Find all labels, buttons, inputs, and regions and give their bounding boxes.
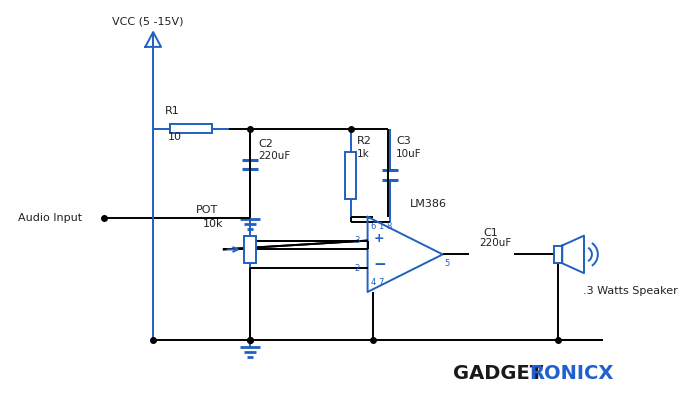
Text: 10k: 10k bbox=[202, 219, 223, 229]
Text: 220uF: 220uF bbox=[258, 151, 290, 161]
Bar bbox=[554, 245, 562, 263]
Text: VCC (5 -15V): VCC (5 -15V) bbox=[112, 16, 183, 26]
Text: 7: 7 bbox=[379, 278, 384, 287]
Text: 8: 8 bbox=[386, 222, 392, 231]
Text: 3: 3 bbox=[354, 236, 360, 245]
Text: 6: 6 bbox=[370, 222, 376, 231]
Text: −: − bbox=[374, 257, 386, 272]
Text: .3 Watts Speaker: .3 Watts Speaker bbox=[583, 286, 678, 296]
Text: C1: C1 bbox=[484, 228, 498, 238]
Text: 5: 5 bbox=[444, 259, 450, 268]
Text: 1k: 1k bbox=[357, 148, 370, 159]
Text: 10uF: 10uF bbox=[396, 148, 422, 159]
Text: 4: 4 bbox=[370, 278, 376, 287]
Text: +: + bbox=[374, 232, 384, 245]
Text: LM386: LM386 bbox=[410, 199, 447, 209]
Text: Audio Input: Audio Input bbox=[18, 213, 82, 223]
Text: 220uF: 220uF bbox=[479, 238, 511, 249]
Text: RONICX: RONICX bbox=[530, 364, 614, 383]
Text: GADGET: GADGET bbox=[453, 364, 542, 383]
Bar bbox=[170, 124, 212, 133]
Text: C3: C3 bbox=[396, 136, 411, 146]
Text: R1: R1 bbox=[165, 106, 180, 116]
Text: 1: 1 bbox=[379, 222, 384, 231]
Text: 2: 2 bbox=[354, 264, 360, 273]
Text: 10: 10 bbox=[168, 132, 182, 142]
Text: C2: C2 bbox=[258, 139, 273, 149]
Text: R2: R2 bbox=[357, 136, 372, 146]
Bar bbox=[244, 236, 256, 263]
Bar bbox=[345, 152, 356, 199]
Text: POT: POT bbox=[196, 205, 218, 215]
